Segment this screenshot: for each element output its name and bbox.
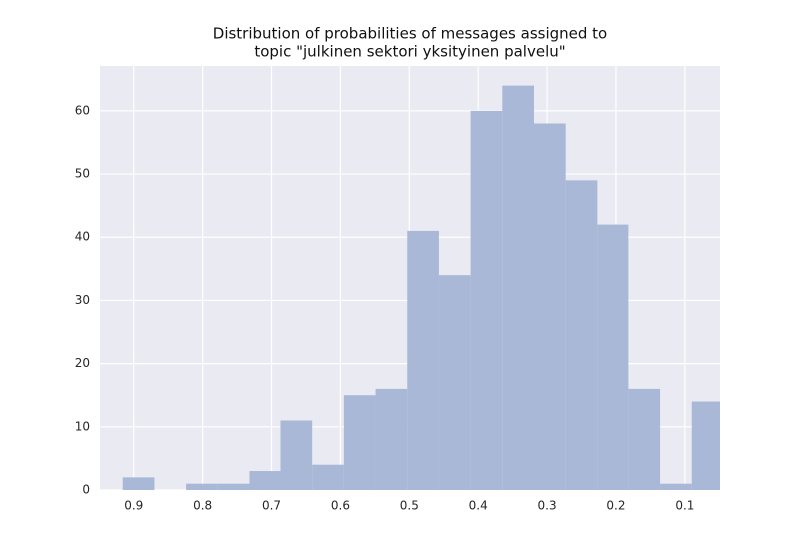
x-tick-label: 0.8: [193, 499, 212, 513]
y-tick-label: 0: [82, 483, 90, 497]
bar: [502, 85, 534, 490]
bar: [628, 388, 661, 490]
x-tick-label: 0.5: [400, 499, 419, 513]
tick-labels: 0 10 20 30 40 50 60 0.9 0.8 0.7 0.6 0.5 0.4 0.3 0.2 0.1: [75, 103, 695, 512]
x-tick-label: 0.4: [469, 499, 488, 513]
bar: [691, 401, 720, 490]
bar: [343, 395, 376, 490]
bar: [280, 420, 313, 490]
bar: [470, 110, 503, 490]
bar: [312, 464, 344, 490]
y-tick-label: 60: [75, 103, 90, 117]
bar: [407, 230, 439, 490]
bar: [565, 180, 598, 490]
x-tick-label: 0.6: [331, 499, 350, 513]
y-tick-label: 30: [75, 293, 90, 307]
y-tick-label: 20: [75, 356, 90, 370]
x-tick-label: 0.2: [606, 499, 625, 513]
chart-title: Distribution of probabilities of message…: [213, 25, 607, 43]
bars: [122, 85, 720, 490]
y-tick-label: 10: [75, 419, 90, 433]
x-tick-label: 0.3: [538, 499, 557, 513]
y-tick-label: 50: [75, 167, 90, 181]
bar: [534, 123, 566, 490]
bar: [438, 275, 471, 490]
bar: [597, 224, 629, 490]
x-tick-label: 0.9: [124, 499, 143, 513]
bar: [122, 477, 155, 490]
x-tick-label: 0.1: [675, 499, 694, 513]
chart-title: topic "julkinen sektori yksityinen palve…: [254, 43, 565, 61]
x-tick-label: 0.7: [262, 499, 281, 513]
bar: [660, 483, 692, 490]
bar: [249, 471, 281, 490]
bar: [375, 388, 408, 490]
bar: [186, 483, 218, 490]
bar: [217, 483, 250, 490]
y-tick-label: 40: [75, 230, 90, 244]
